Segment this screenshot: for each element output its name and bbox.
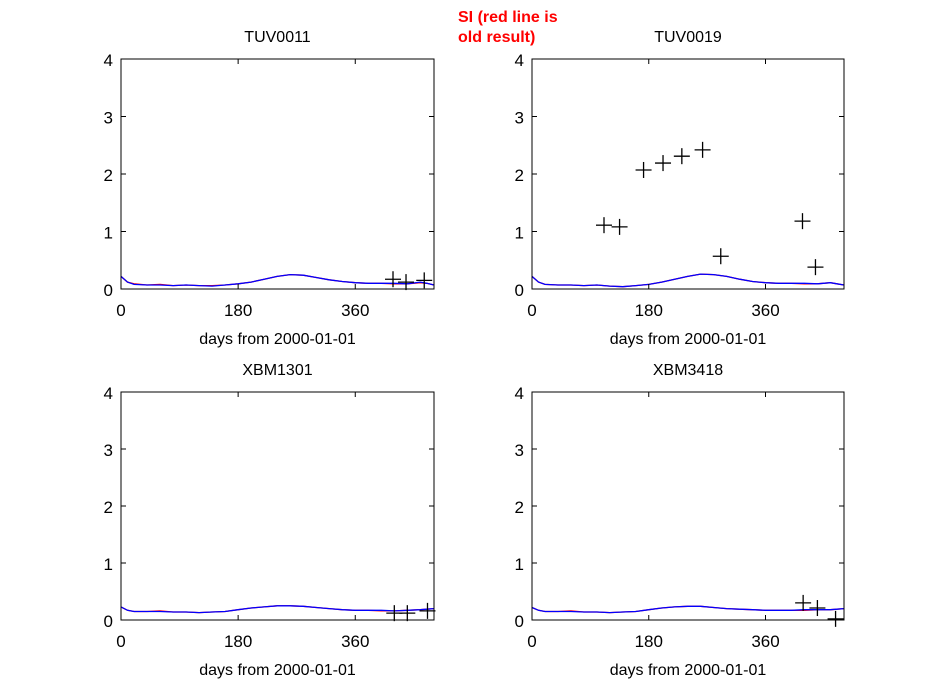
x-tick-label: 360 [341, 301, 369, 320]
observation-marker [655, 155, 672, 172]
y-tick-label: 3 [515, 109, 524, 128]
new-result-line [531, 273, 845, 288]
observation-marker [635, 161, 652, 178]
x-tick-label: 360 [341, 632, 369, 651]
observation-marker [398, 274, 415, 291]
y-tick-label: 1 [104, 555, 113, 574]
y-tick-label: 3 [104, 441, 113, 460]
observation-marker [399, 605, 416, 622]
axes-box [120, 58, 435, 290]
y-tick-label: 0 [104, 281, 113, 300]
subplot-title: TUV0019 [654, 29, 722, 46]
y-tick-label: 1 [104, 224, 113, 243]
x-tick-label: 0 [527, 301, 536, 320]
observation-marker [596, 217, 612, 234]
y-tick-label: 2 [104, 498, 113, 517]
y-tick-label: 2 [104, 166, 113, 185]
axes-box [531, 391, 845, 621]
y-tick-label: 0 [104, 612, 113, 631]
subplot-tuv0011: TUV0011 0 180 360 0 1 2 3 4 days from 2000-01-01 [104, 29, 435, 348]
x-axis-label: days from 2000-01-01 [199, 662, 356, 679]
y-tick-label: 3 [515, 441, 524, 460]
observation-marker [385, 271, 402, 288]
y-tick-label: 4 [104, 384, 113, 403]
new-result-line [531, 605, 845, 614]
new-result-line [120, 605, 435, 614]
y-tick-label: 2 [515, 166, 524, 185]
subplot-title: XBM3418 [653, 362, 723, 379]
observation-marker [416, 272, 433, 289]
x-tick-label: 180 [635, 301, 663, 320]
annotation-text: SI (red line is old result) [458, 8, 598, 48]
annotation-line-1: SI (red line is [458, 9, 558, 26]
x-tick-label: 0 [527, 632, 536, 651]
y-tick-label: 1 [515, 555, 524, 574]
y-tick-label: 4 [104, 51, 113, 70]
x-axis-label: days from 2000-01-01 [610, 662, 767, 679]
x-axis-label: days from 2000-01-01 [199, 331, 356, 348]
observation-marker [673, 148, 690, 165]
observation-marker [712, 248, 729, 265]
y-tick-label: 0 [515, 612, 524, 631]
y-tick-label: 2 [515, 498, 524, 517]
x-tick-label: 0 [116, 301, 125, 320]
x-tick-label: 360 [751, 632, 779, 651]
x-axis-label: days from 2000-01-01 [610, 331, 767, 348]
subplot-xbm3418: XBM3418 0 180 360 0 1 2 3 4 days from 2000-01-01 [515, 362, 845, 679]
x-tick-label: 0 [116, 632, 125, 651]
observation-marker [809, 600, 826, 617]
observation-marker [419, 602, 436, 619]
subplot-xbm1301: XBM1301 0 180 360 0 1 2 3 4 days from 2000-01-01 [104, 362, 436, 679]
observation-marker [611, 218, 628, 235]
observation-marker [795, 594, 812, 611]
axes-box [120, 391, 435, 621]
y-tick-label: 3 [104, 109, 113, 128]
observation-marker [694, 141, 711, 158]
y-tick-label: 1 [515, 224, 524, 243]
subplot-tuv0019: TUV0019 0 180 360 0 1 2 3 4 days from 2000-01-01 [515, 29, 845, 348]
y-tick-label: 4 [515, 384, 524, 403]
observation-marker [807, 259, 824, 276]
y-tick-label: 4 [515, 51, 524, 70]
observation-marker [827, 610, 844, 627]
x-tick-label: 180 [635, 632, 663, 651]
subplot-title: XBM1301 [242, 362, 312, 379]
annotation-line-2: old result) [458, 29, 536, 46]
axes-box [531, 58, 845, 290]
x-tick-label: 180 [224, 632, 252, 651]
x-tick-label: 180 [224, 301, 252, 320]
new-result-line [120, 273, 435, 287]
y-tick-label: 0 [515, 281, 524, 300]
subplot-title: TUV0011 [244, 29, 311, 46]
observation-marker [794, 213, 811, 230]
x-tick-label: 360 [751, 301, 779, 320]
